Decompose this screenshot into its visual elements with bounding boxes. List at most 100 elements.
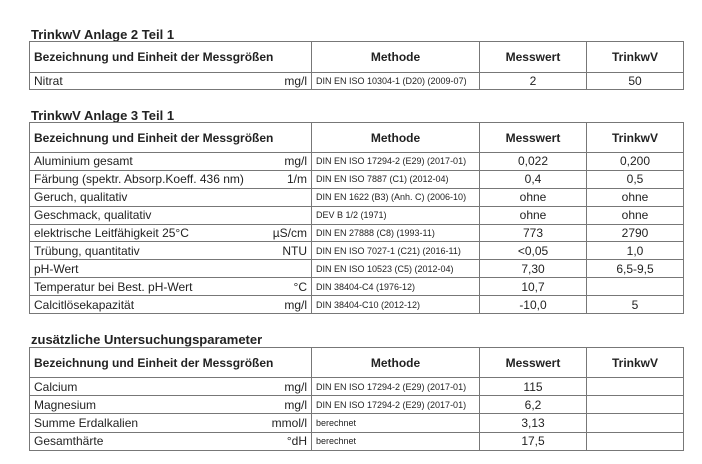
- parameter-cell: Gesamthärte °dH: [29, 431, 312, 451]
- table-row: Gesamthärte °dH berechnet 17,5: [29, 431, 684, 451]
- method-cell: DIN EN ISO 7027-1 (C21) (2016-11): [311, 241, 480, 261]
- unit: mg/l: [284, 154, 307, 169]
- unit: °C: [293, 279, 307, 294]
- limit-cell: 5: [586, 295, 684, 315]
- results-table: Bezeichnung und Einheit der Messgrößen M…: [29, 41, 684, 90]
- unit: mg/l: [284, 297, 307, 312]
- value-cell: ohne: [479, 187, 587, 207]
- table-row: Trübung, quantitativ NTU DIN EN ISO 7027-…: [29, 241, 684, 261]
- value-cell: 10,7: [479, 277, 587, 297]
- parameter-name: pH-Wert: [34, 261, 79, 276]
- parameter-name: Nitrat: [34, 74, 63, 88]
- section-title: TrinkwV Anlage 3 Teil 1: [31, 108, 175, 123]
- parameter-cell: Calcitlösekapazität mg/l: [29, 295, 312, 315]
- header-row: Bezeichnung und Einheit der Messgrößen M…: [29, 122, 684, 153]
- parameter-name: Geschmack, qualitativ: [34, 208, 152, 223]
- limit-cell: ohne: [586, 187, 684, 207]
- limit-cell: [586, 431, 684, 451]
- parameter-cell: Magnesium mg/l: [29, 395, 312, 415]
- header-name: Bezeichnung und Einheit der Messgrößen: [29, 41, 312, 73]
- header-row: Bezeichnung und Einheit der Messgrößen M…: [29, 41, 684, 73]
- header-value: Messwert: [479, 41, 587, 73]
- parameter-cell: Calcium mg/l: [29, 376, 312, 397]
- parameter-name: Summe Erdalkalien: [34, 415, 139, 430]
- unit: NTU: [282, 243, 307, 258]
- header-row: Bezeichnung und Einheit der Messgrößen M…: [29, 347, 684, 378]
- limit-cell: ohne: [586, 205, 684, 225]
- limit-cell: 50: [586, 72, 684, 90]
- method-cell: DIN 38404-C4 (1976-12): [311, 277, 480, 297]
- parameter-cell: elektrische Leitfähigkeit 25°C µS/cm: [29, 223, 312, 243]
- limit-cell: [586, 413, 684, 433]
- value-cell: <0,05: [479, 241, 587, 261]
- limit-cell: 6,5-9,5: [586, 259, 684, 279]
- method-cell: DIN EN 27888 (C8) (1993-11): [311, 223, 480, 243]
- value-cell: -10,0: [479, 295, 587, 315]
- value-cell: 3,13: [479, 413, 587, 433]
- method-cell: DIN EN ISO 10523 (C5) (2012-04): [311, 259, 480, 279]
- parameter-cell: Färbung (spektr. Absorp.Koeff. 436 nm) 1/…: [29, 169, 312, 189]
- unit: mmol/l: [271, 415, 307, 430]
- table-row: Nitrat mg/l DIN EN ISO 10304-1 (D20) (200…: [29, 72, 684, 90]
- parameter-name: Calcium: [34, 379, 78, 394]
- value-cell: 7,30: [479, 259, 587, 279]
- limit-cell: [586, 277, 684, 297]
- parameter-name: Aluminium gesamt: [34, 154, 133, 169]
- parameter-cell: Temperatur bei Best. pH-Wert °C: [29, 277, 312, 297]
- parameter-cell: Trübung, quantitativ NTU: [29, 241, 312, 261]
- unit: mg/l: [284, 397, 307, 412]
- table-row: Aluminium gesamt mg/l DIN EN ISO 17294-2 …: [29, 152, 684, 171]
- method-cell: DIN EN ISO 17294-2 (E29) (2017-01): [311, 376, 480, 397]
- parameter-name: Geruch, qualitativ: [34, 190, 128, 205]
- header-limit: TrinkwV: [586, 347, 684, 378]
- method-cell: DIN EN ISO 10304-1 (D20) (2009-07): [311, 72, 480, 90]
- value-cell: 0,4: [479, 169, 587, 189]
- parameter-name: Gesamthärte: [34, 434, 104, 449]
- limit-cell: [586, 395, 684, 415]
- table-row: elektrische Leitfähigkeit 25°C µS/cm DIN …: [29, 223, 684, 243]
- parameter-cell: Geruch, qualitativ: [29, 187, 312, 207]
- method-cell: berechnet: [311, 413, 480, 433]
- unit: °dH: [286, 434, 307, 449]
- header-value: Messwert: [479, 122, 587, 153]
- unit: mg/l: [284, 379, 307, 394]
- method-cell: DIN EN ISO 17294-2 (E29) (2017-01): [311, 395, 480, 415]
- section-title: zusätzliche Untersuchungsparameter: [31, 332, 263, 347]
- limit-cell: 1,0: [586, 241, 684, 261]
- parameter-name: Trübung, quantitativ: [34, 243, 140, 258]
- method-cell: DEV B 1/2 (1971): [311, 205, 480, 225]
- parameter-cell: Summe Erdalkalien mmol/l: [29, 413, 312, 433]
- value-cell: 115: [479, 376, 587, 397]
- value-cell: 773: [479, 223, 587, 243]
- section-title: TrinkwV Anlage 2 Teil 1: [31, 27, 175, 42]
- table-row: Magnesium mg/l DIN EN ISO 17294-2 (E29) (…: [29, 395, 684, 415]
- unit: µS/cm: [272, 226, 307, 240]
- limit-cell: 0,200: [586, 152, 684, 171]
- parameter-name: elektrische Leitfähigkeit 25°C: [34, 226, 189, 240]
- parameter-name: Färbung (spektr. Absorp.Koeff. 436 nm): [34, 172, 244, 187]
- header-name: Bezeichnung und Einheit der Messgrößen: [29, 347, 312, 378]
- value-cell: 2: [479, 72, 587, 90]
- table-row: Temperatur bei Best. pH-Wert °C DIN 38404…: [29, 277, 684, 297]
- header-limit: TrinkwV: [586, 122, 684, 153]
- header-method: Methode: [311, 122, 480, 153]
- parameter-name: Calcitlösekapazität: [34, 297, 135, 312]
- table-row: Färbung (spektr. Absorp.Koeff. 436 nm) 1/…: [29, 169, 684, 189]
- table-row: Calcitlösekapazität mg/l DIN 38404-C10 (2…: [29, 295, 684, 315]
- method-cell: DIN EN ISO 7887 (C1) (2012-04): [311, 169, 480, 189]
- header-name: Bezeichnung und Einheit der Messgrößen: [29, 122, 312, 153]
- method-cell: DIN 38404-C10 (2012-12): [311, 295, 480, 315]
- limit-cell: 0,5: [586, 169, 684, 189]
- parameter-name: Magnesium: [34, 397, 97, 412]
- unit: mg/l: [284, 74, 307, 88]
- value-cell: 6,2: [479, 395, 587, 415]
- parameter-cell: Aluminium gesamt mg/l: [29, 152, 312, 171]
- table-row: Geschmack, qualitativ DEV B 1/2 (1971) o…: [29, 205, 684, 225]
- method-cell: DIN EN 1622 (B3) (Anh. C) (2006-10): [311, 187, 480, 207]
- method-cell: DIN EN ISO 17294-2 (E29) (2017-01): [311, 152, 480, 171]
- results-table: Bezeichnung und Einheit der Messgrößen M…: [29, 347, 684, 451]
- parameter-cell: Geschmack, qualitativ: [29, 205, 312, 225]
- header-value: Messwert: [479, 347, 587, 378]
- parameter-cell: Nitrat mg/l: [29, 72, 312, 90]
- parameter-cell: pH-Wert: [29, 259, 312, 279]
